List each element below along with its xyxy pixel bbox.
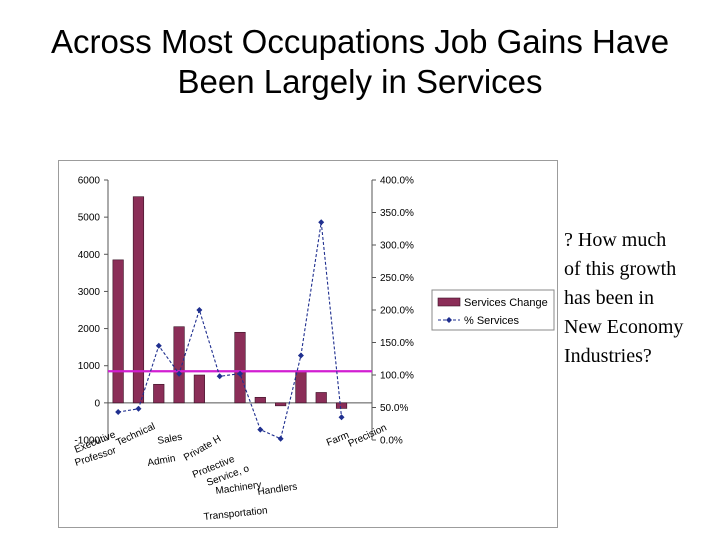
point-pct-services — [115, 409, 122, 416]
left-tick-label: -1000 — [74, 436, 100, 447]
point-pct-services — [338, 414, 345, 421]
legend-label: % Services — [464, 315, 520, 327]
slide-title: Across Most Occupations Job Gains Have B… — [0, 22, 720, 102]
legend-box — [431, 289, 555, 331]
slide-title-line-2: Been Largely in Services — [177, 63, 543, 100]
slide-title-line-1: Across Most Occupations Job Gains Have — [50, 23, 670, 60]
legend-swatch-marker — [446, 317, 452, 323]
right-tick-label: 150.0% — [380, 338, 414, 349]
category-label: Handlers — [257, 482, 298, 498]
bar-services-change — [275, 402, 287, 407]
point-pct-services — [237, 370, 243, 377]
note-line-5: Industries? — [564, 345, 652, 367]
point-pct-services — [135, 405, 142, 412]
note-line-2: of this growth — [564, 258, 677, 280]
category-label: Admin — [147, 453, 177, 469]
note-line-4: New Economy — [564, 316, 684, 338]
bar-services-change — [315, 392, 327, 404]
point-pct-services — [318, 219, 325, 226]
bar-services-change — [295, 370, 307, 404]
left-tick-label: 5000 — [78, 213, 101, 224]
bar-services-change — [153, 383, 165, 404]
right-tick-label: 400.0% — [380, 176, 414, 187]
category-label: Sales — [157, 432, 184, 447]
legend-label: Services Change — [464, 297, 548, 309]
point-pct-services — [216, 373, 223, 380]
bar-services-change — [193, 374, 205, 404]
line-pct-services — [118, 222, 343, 440]
right-tick-label: 350.0% — [380, 208, 414, 219]
left-tick-label: 6000 — [78, 176, 101, 187]
right-tick-label: 200.0% — [380, 306, 414, 317]
right-tick-label: 100.0% — [380, 371, 414, 382]
point-pct-services — [176, 370, 183, 377]
point-pct-services — [297, 352, 304, 359]
legend-swatch-bar — [437, 297, 461, 307]
bar-services-change — [173, 326, 185, 404]
combo-chart: -1000 0 1000 2000 3000 4000 5000 6000 0.0% 50.0% 1… — [73, 176, 555, 523]
bar-services-change — [254, 396, 266, 404]
category-label: Technical — [115, 421, 157, 449]
bar-services-change — [132, 196, 145, 404]
point-pct-services — [196, 307, 203, 313]
left-tick-label: 1000 — [78, 361, 101, 372]
point-pct-services — [257, 426, 264, 433]
left-tick-label: 4000 — [78, 250, 101, 261]
left-tick-label: 3000 — [78, 287, 101, 298]
right-tick-label: 300.0% — [380, 241, 414, 252]
side-note: ? How much of this growth has been in Ne… — [564, 226, 714, 371]
point-pct-services — [277, 435, 284, 442]
left-tick-label: 0 — [94, 398, 100, 409]
bar-services-change — [335, 402, 348, 409]
bar-services-change — [234, 331, 246, 404]
right-tick-label: 250.0% — [380, 273, 414, 284]
note-line-1: ? How much — [564, 229, 667, 251]
right-tick-label: 50.0% — [380, 403, 408, 414]
point-pct-services — [155, 342, 162, 349]
bar-services-change — [112, 259, 124, 404]
left-tick-label: 2000 — [78, 324, 101, 335]
note-line-3: has been in — [564, 287, 654, 309]
right-tick-label: 0.0% — [380, 436, 403, 447]
category-label: Transportation — [203, 505, 268, 523]
